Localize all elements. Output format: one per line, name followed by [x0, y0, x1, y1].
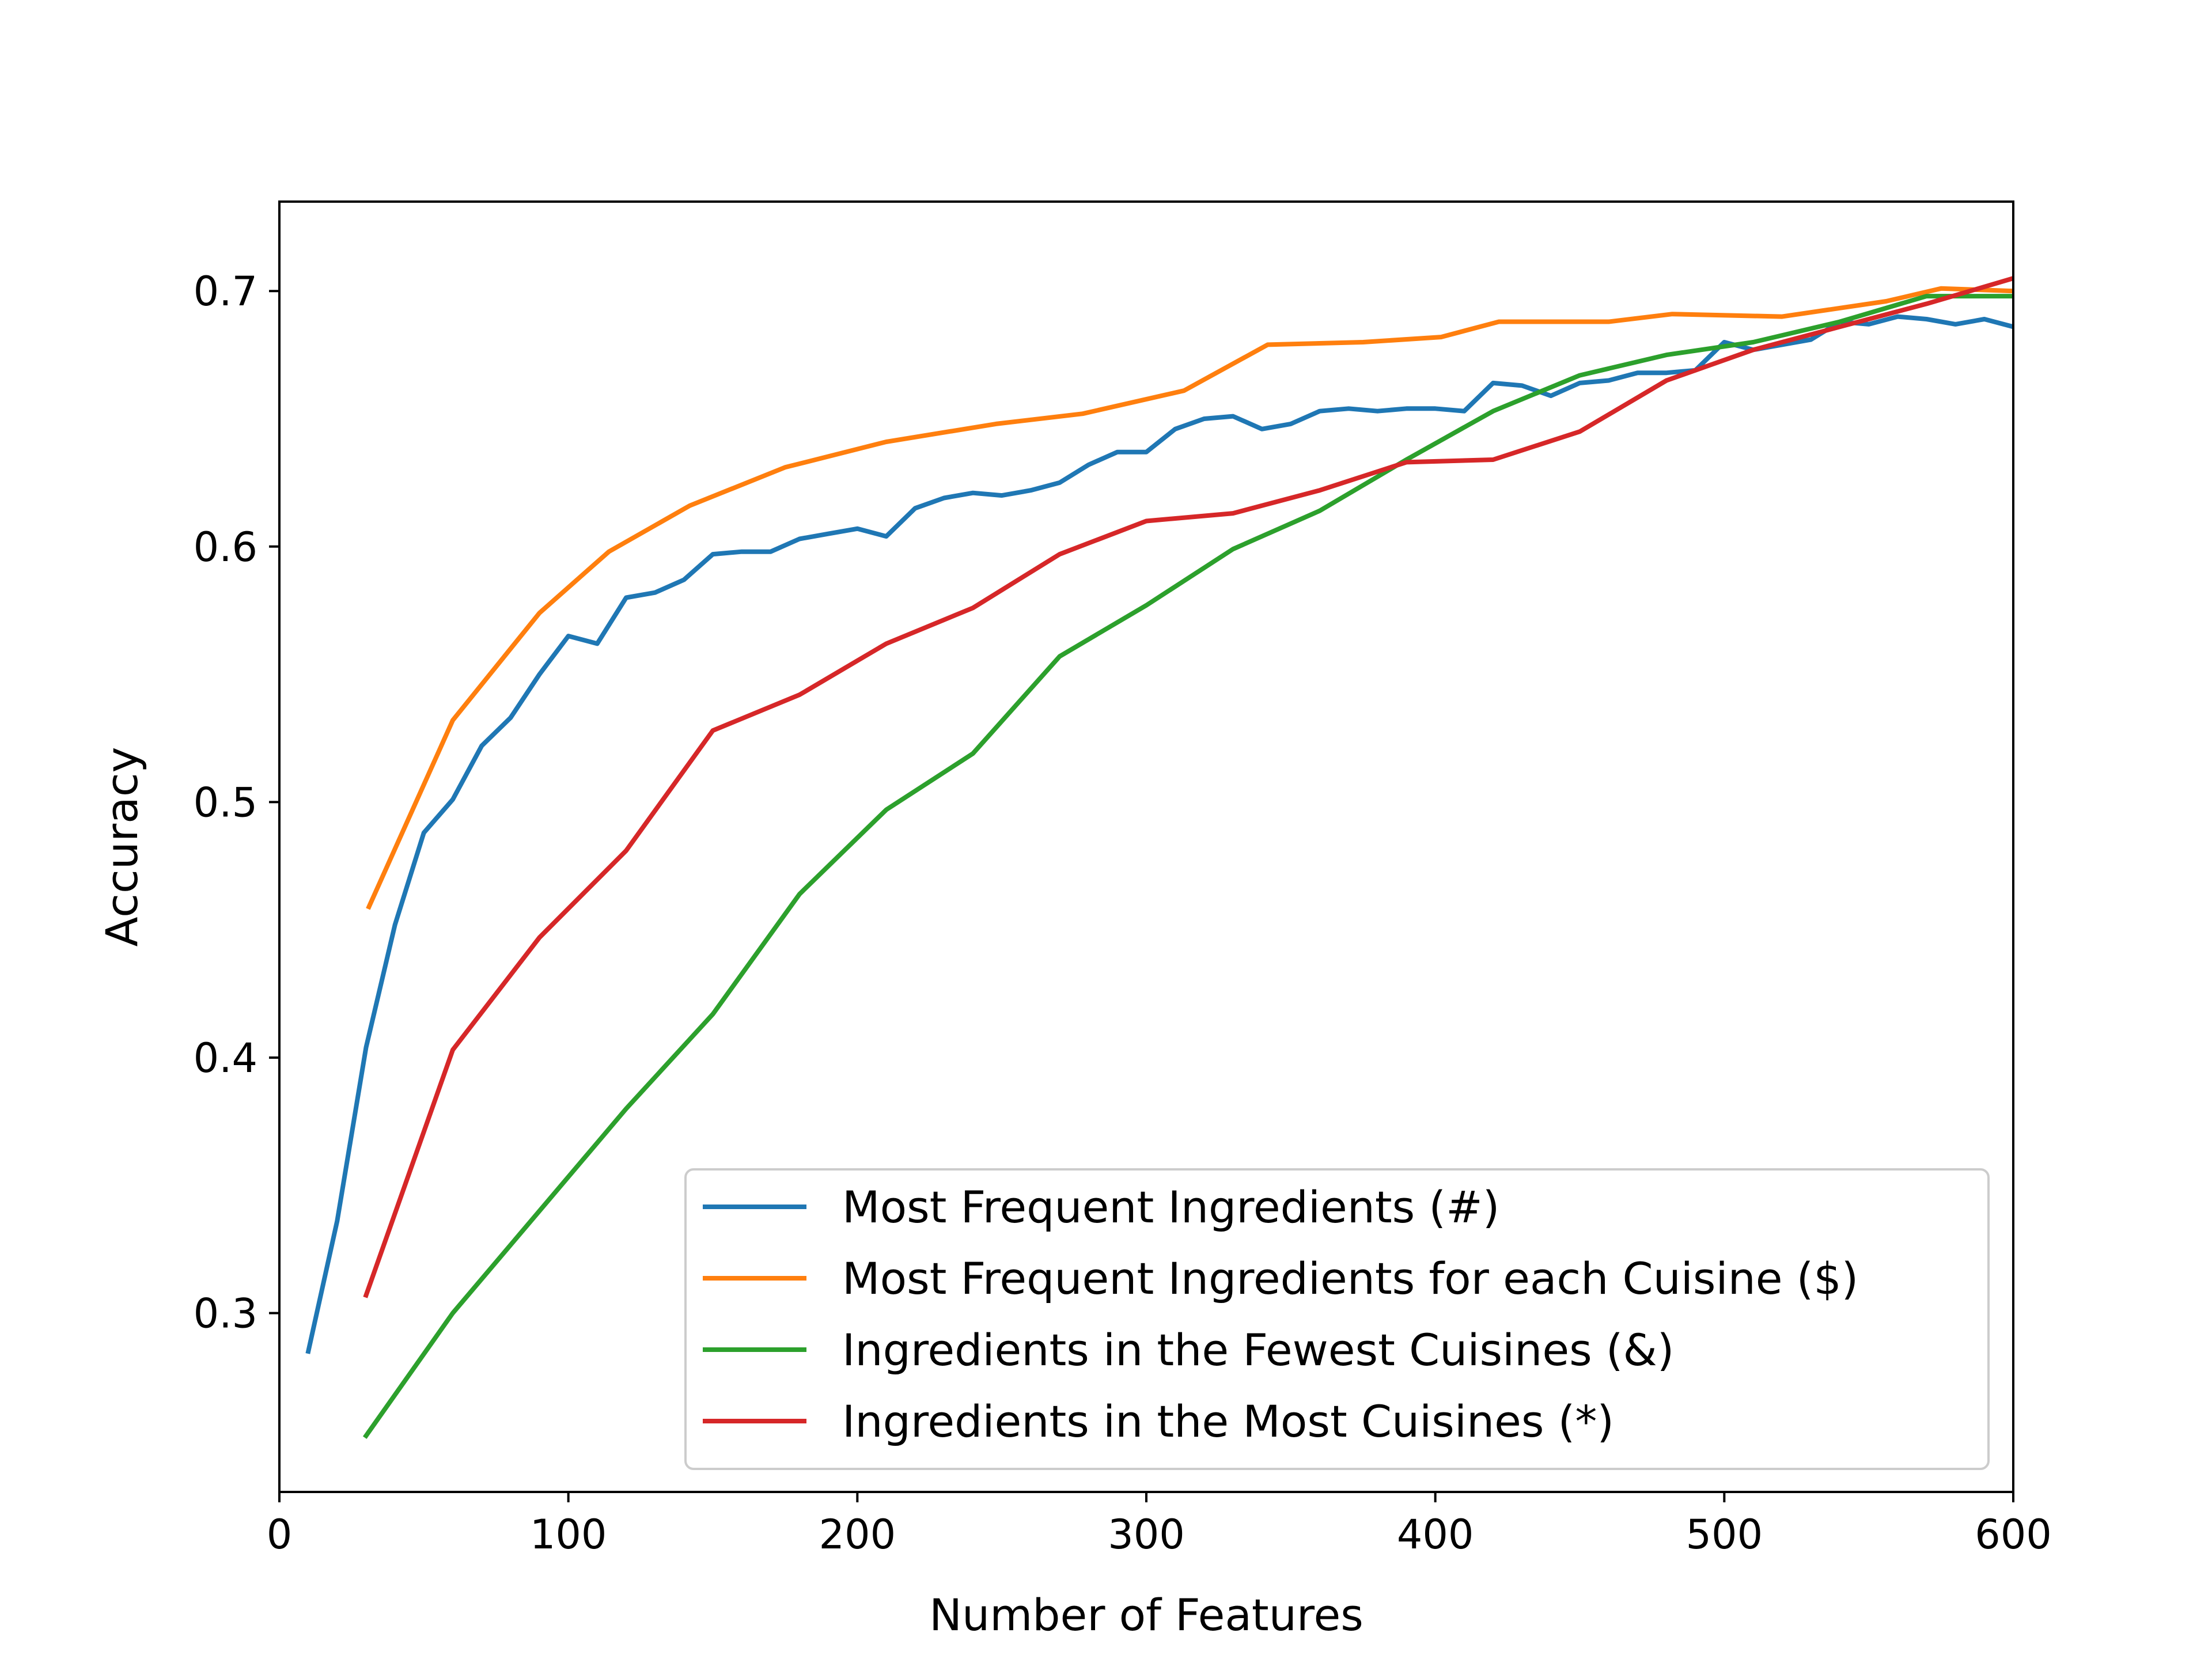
- x-tick-label: 200: [819, 1511, 896, 1558]
- y-tick-label: 0.5: [194, 779, 257, 826]
- series-line-most-frequent-ingredients-for-each-cuisine: [366, 286, 2013, 910]
- x-tick-label: 600: [1975, 1511, 2052, 1558]
- legend: Most Frequent Ingredients (#) Most Freque…: [684, 1168, 1990, 1470]
- x-tick-label: 100: [530, 1511, 607, 1558]
- x-tick-label: 0: [267, 1511, 293, 1558]
- y-tick-label: 0.6: [194, 524, 257, 571]
- series-line-ingredients-in-the-most-cuisines: [363, 275, 2013, 1298]
- x-axis-title: Number of Features: [929, 1589, 1363, 1641]
- legend-label-ingredients-in-the-most-cuisines: Ingredients in the Most Cuisines (*): [842, 1396, 1614, 1447]
- y-axis-ticks: 0.3 0.4 0.5 0.6 0.7: [194, 268, 279, 1338]
- legend-box: [684, 1168, 1990, 1470]
- legend-label-most-frequent-ingredients: Most Frequent Ingredients (#): [842, 1181, 1499, 1233]
- x-axis-ticks: 0 100 200 300 400 500 600: [267, 1492, 2052, 1558]
- series-layer: [305, 275, 2013, 1439]
- y-tick-label: 0.7: [194, 268, 257, 315]
- x-tick-label: 500: [1686, 1511, 1763, 1558]
- series-line-ingredients-in-the-fewest-cuisines: [362, 294, 2013, 1439]
- x-tick-label: 300: [1108, 1511, 1185, 1558]
- legend-label-most-frequent-ingredients-for-each-cuisine: Most Frequent Ingredients for each Cuisi…: [842, 1253, 1858, 1304]
- y-axis-title: Accuracy: [96, 747, 147, 947]
- legend-label-ingredients-in-the-fewest-cuisines: Ingredients in the Fewest Cuisines (&): [842, 1324, 1674, 1376]
- y-tick-label: 0.3: [194, 1290, 257, 1338]
- x-tick-label: 400: [1397, 1511, 1474, 1558]
- y-tick-label: 0.4: [194, 1035, 257, 1082]
